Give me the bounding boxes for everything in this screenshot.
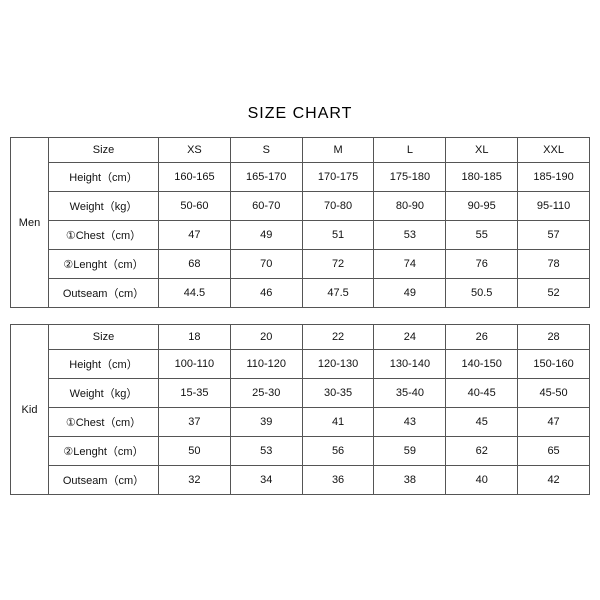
cell: 34 bbox=[230, 466, 302, 495]
row-label: ①Chest（cm） bbox=[49, 408, 159, 437]
cell: 140-150 bbox=[446, 350, 518, 379]
cell: 40-45 bbox=[446, 379, 518, 408]
cell: 110-120 bbox=[230, 350, 302, 379]
cell: 22 bbox=[302, 325, 374, 350]
cell: 49 bbox=[374, 279, 446, 308]
cell: 120-130 bbox=[302, 350, 374, 379]
cell: 15-35 bbox=[159, 379, 231, 408]
cell: 26 bbox=[446, 325, 518, 350]
cell: 70 bbox=[230, 250, 302, 279]
cell: 57 bbox=[518, 221, 590, 250]
cell: 50 bbox=[159, 437, 231, 466]
cell: 47 bbox=[159, 221, 231, 250]
cell: M bbox=[302, 138, 374, 163]
cell: 41 bbox=[302, 408, 374, 437]
category-kid: Kid bbox=[11, 325, 49, 495]
cell: 160-165 bbox=[159, 163, 231, 192]
cell: 32 bbox=[159, 466, 231, 495]
cell: 39 bbox=[230, 408, 302, 437]
cell: S bbox=[230, 138, 302, 163]
cell: 165-170 bbox=[230, 163, 302, 192]
cell: 56 bbox=[302, 437, 374, 466]
cell: 62 bbox=[446, 437, 518, 466]
row-label: Height（cm） bbox=[49, 163, 159, 192]
cell: 175-180 bbox=[374, 163, 446, 192]
cell: 90-95 bbox=[446, 192, 518, 221]
cell: 53 bbox=[230, 437, 302, 466]
cell: 50-60 bbox=[159, 192, 231, 221]
row-label: ②Lenght（cm） bbox=[49, 250, 159, 279]
cell: 100-110 bbox=[159, 350, 231, 379]
cell: 24 bbox=[374, 325, 446, 350]
cell: 170-175 bbox=[302, 163, 374, 192]
cell: 45-50 bbox=[518, 379, 590, 408]
cell: XS bbox=[159, 138, 231, 163]
cell: 18 bbox=[159, 325, 231, 350]
cell: XXL bbox=[518, 138, 590, 163]
cell: 25-30 bbox=[230, 379, 302, 408]
row-label: Weight（kg） bbox=[49, 379, 159, 408]
row-label: Size bbox=[49, 138, 159, 163]
cell: 55 bbox=[446, 221, 518, 250]
cell: 47 bbox=[518, 408, 590, 437]
table-spacer bbox=[10, 308, 590, 324]
cell: 53 bbox=[374, 221, 446, 250]
cell: 130-140 bbox=[374, 350, 446, 379]
cell: 59 bbox=[374, 437, 446, 466]
cell: 150-160 bbox=[518, 350, 590, 379]
cell: 50.5 bbox=[446, 279, 518, 308]
row-label: Weight（kg） bbox=[49, 192, 159, 221]
cell: 42 bbox=[518, 466, 590, 495]
cell: 74 bbox=[374, 250, 446, 279]
row-label: Outseam（cm） bbox=[49, 279, 159, 308]
cell: 185-190 bbox=[518, 163, 590, 192]
row-label: ②Lenght（cm） bbox=[49, 437, 159, 466]
category-men: Men bbox=[11, 138, 49, 308]
size-chart: SIZE CHART Men Size XS S M L XL XXL Heig… bbox=[10, 105, 590, 495]
cell: 72 bbox=[302, 250, 374, 279]
cell: 52 bbox=[518, 279, 590, 308]
cell: 76 bbox=[446, 250, 518, 279]
row-label: ①Chest（cm） bbox=[49, 221, 159, 250]
cell: 45 bbox=[446, 408, 518, 437]
cell: 47.5 bbox=[302, 279, 374, 308]
cell: 78 bbox=[518, 250, 590, 279]
cell: 36 bbox=[302, 466, 374, 495]
cell: 80-90 bbox=[374, 192, 446, 221]
cell: 20 bbox=[230, 325, 302, 350]
cell: 35-40 bbox=[374, 379, 446, 408]
cell: 44.5 bbox=[159, 279, 231, 308]
kid-table: Kid Size 18 20 22 24 26 28 Height（cm） 10… bbox=[10, 324, 590, 495]
cell: 60-70 bbox=[230, 192, 302, 221]
cell: 49 bbox=[230, 221, 302, 250]
cell: 40 bbox=[446, 466, 518, 495]
cell: 65 bbox=[518, 437, 590, 466]
row-label: Size bbox=[49, 325, 159, 350]
cell: 95-110 bbox=[518, 192, 590, 221]
cell: 37 bbox=[159, 408, 231, 437]
cell: 38 bbox=[374, 466, 446, 495]
row-label: Outseam（cm） bbox=[49, 466, 159, 495]
cell: 51 bbox=[302, 221, 374, 250]
cell: 28 bbox=[518, 325, 590, 350]
row-label: Height（cm） bbox=[49, 350, 159, 379]
cell: L bbox=[374, 138, 446, 163]
cell: 46 bbox=[230, 279, 302, 308]
men-table: Men Size XS S M L XL XXL Height（cm） 160-… bbox=[10, 137, 590, 308]
cell: 30-35 bbox=[302, 379, 374, 408]
cell: XL bbox=[446, 138, 518, 163]
chart-title: SIZE CHART bbox=[10, 105, 590, 123]
cell: 68 bbox=[159, 250, 231, 279]
cell: 70-80 bbox=[302, 192, 374, 221]
cell: 43 bbox=[374, 408, 446, 437]
cell: 180-185 bbox=[446, 163, 518, 192]
